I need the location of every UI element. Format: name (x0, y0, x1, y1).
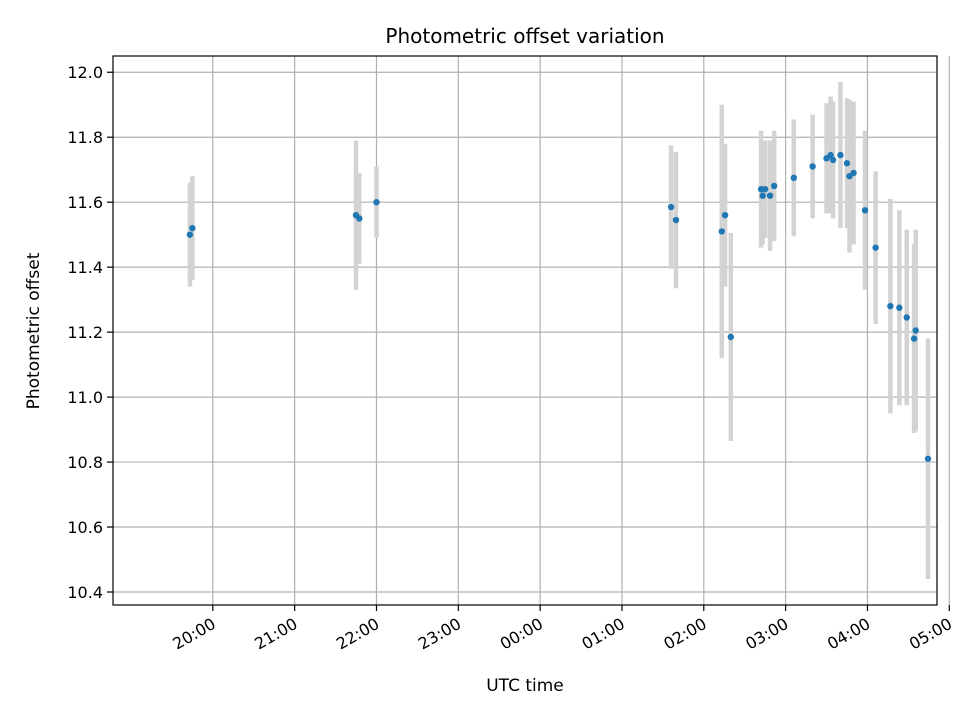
data-point (924, 455, 932, 463)
x-axis-title: UTC time (486, 676, 564, 696)
data-point (896, 304, 903, 311)
grid (113, 56, 950, 605)
data-point (718, 228, 725, 235)
data-point (721, 211, 729, 219)
chart-title: Photometric offset variation (385, 24, 664, 48)
y-tick-label: 11.4 (67, 258, 103, 277)
data-point (837, 151, 844, 159)
y-tick-label: 10.6 (67, 518, 103, 537)
data-point (373, 198, 380, 206)
data-point (861, 207, 869, 214)
data-point (672, 216, 680, 224)
y-axis-title: Photometric offset (24, 252, 44, 409)
y-tick-label: 10.4 (67, 583, 103, 602)
data-point (770, 182, 778, 190)
plot-area-frame (112, 55, 938, 606)
data-point (790, 174, 798, 182)
data-point (843, 160, 851, 167)
data-point (759, 192, 766, 199)
data-point (356, 215, 363, 222)
y-tick-label: 10.8 (67, 453, 103, 472)
data-point (766, 192, 774, 199)
y-tick-label: 11.0 (67, 388, 103, 407)
y-tick-label: 11.8 (67, 128, 103, 147)
data-point (727, 333, 734, 341)
data-point (829, 156, 837, 164)
y-tick-label: 11.6 (67, 193, 103, 212)
data-point (809, 163, 816, 170)
data-point (903, 314, 910, 321)
y-axis: 10.4 10.6 10.8 11.0 11.2 11.4 11.6 11.8 12.0 (67, 63, 113, 602)
data-point (910, 335, 918, 342)
data-points (186, 151, 932, 463)
data-point (887, 302, 894, 310)
data-point (189, 224, 196, 232)
data-point (186, 231, 194, 238)
data-point (912, 327, 919, 334)
data-point (827, 151, 834, 159)
y-tick-label: 12.0 (67, 63, 103, 82)
y-tick-label: 11.2 (67, 323, 103, 342)
data-point (667, 203, 675, 211)
data-point (761, 185, 769, 193)
data-point (872, 244, 879, 251)
data-point (850, 169, 857, 177)
